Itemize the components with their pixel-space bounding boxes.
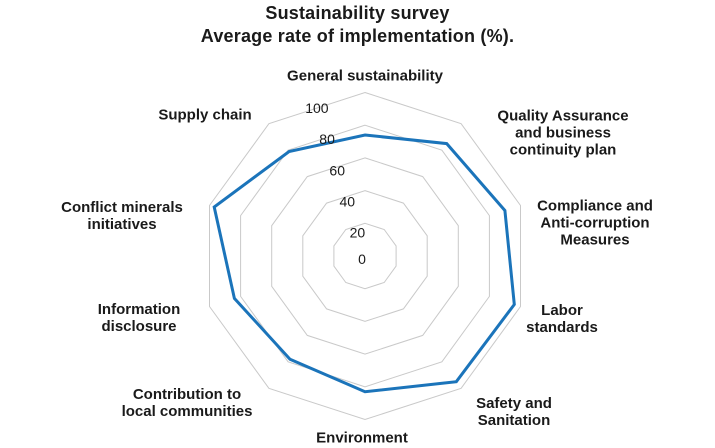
tick-label-0: 0 <box>358 251 366 267</box>
chart-title-line-1: Sustainability survey <box>265 3 450 23</box>
axis-label-quality-assurance-and-business-continuity-plan: Quality Assurance and business continuity … <box>497 107 629 159</box>
axis-label-general-sustainability: General sustainability <box>287 67 443 85</box>
chart-title-line-2: Average rate of implementation (%). <box>200 26 515 46</box>
axis-label-environment: Environment <box>316 429 408 447</box>
tick-label-80: 80 <box>319 131 335 147</box>
axis-label-labor-standards: Labor standards <box>526 302 598 336</box>
grid-ring-60 <box>271 157 459 355</box>
axis-label-contribution-to-local-communities: Contribution to local communities <box>121 386 253 420</box>
grid-ring-80 <box>240 124 490 388</box>
axis-label-safety-and-sanitation: Safety and Sanitation <box>476 395 552 429</box>
axis-label-compliance-and-anti-corruption-measures: Compliance and Anti-corruption Measures <box>537 197 653 249</box>
axis-label-conflict-minerals-initiatives: Conflict minerals initiatives <box>61 199 183 233</box>
tick-label-20: 20 <box>350 225 366 241</box>
data-series-polygon <box>212 133 516 394</box>
grid-ring-40 <box>302 190 428 322</box>
chart-title: Sustainability survey Average rate of im… <box>0 2 715 48</box>
axis-label-information-disclosure: Information disclosure <box>97 301 181 335</box>
tick-label-60: 60 <box>329 162 345 178</box>
axis-label-supply-chain: Supply chain <box>158 106 252 124</box>
tick-label-100: 100 <box>305 100 329 116</box>
tick-label-40: 40 <box>340 193 356 209</box>
grid-ring-100 <box>209 91 521 421</box>
grid-ring-20 <box>333 222 397 290</box>
